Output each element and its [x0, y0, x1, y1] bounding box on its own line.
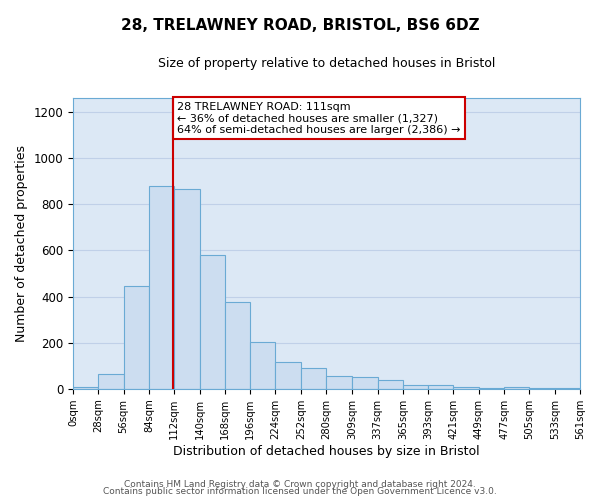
- Bar: [250, 342, 275, 389]
- Bar: [124, 286, 149, 389]
- Bar: [403, 384, 428, 389]
- Bar: [529, 388, 554, 389]
- Bar: [200, 255, 225, 389]
- Bar: [301, 368, 326, 389]
- Bar: [504, 387, 529, 389]
- Bar: [98, 374, 124, 389]
- Y-axis label: Number of detached properties: Number of detached properties: [15, 145, 28, 342]
- Bar: [428, 386, 454, 389]
- Text: Contains HM Land Registry data © Crown copyright and database right 2024.: Contains HM Land Registry data © Crown c…: [124, 480, 476, 489]
- Bar: [479, 388, 504, 389]
- Bar: [352, 378, 377, 389]
- Bar: [326, 376, 352, 389]
- Bar: [554, 388, 580, 389]
- Bar: [275, 362, 301, 389]
- Text: Contains public sector information licensed under the Open Government Licence v3: Contains public sector information licen…: [103, 487, 497, 496]
- Text: 28 TRELAWNEY ROAD: 111sqm
← 36% of detached houses are smaller (1,327)
64% of se: 28 TRELAWNEY ROAD: 111sqm ← 36% of detac…: [177, 102, 460, 134]
- Bar: [377, 380, 403, 389]
- Bar: [149, 186, 174, 389]
- Bar: [454, 387, 479, 389]
- X-axis label: Distribution of detached houses by size in Bristol: Distribution of detached houses by size …: [173, 444, 480, 458]
- Bar: [225, 302, 250, 389]
- Bar: [73, 386, 98, 389]
- Bar: [174, 189, 200, 389]
- Text: 28, TRELAWNEY ROAD, BRISTOL, BS6 6DZ: 28, TRELAWNEY ROAD, BRISTOL, BS6 6DZ: [121, 18, 479, 32]
- Title: Size of property relative to detached houses in Bristol: Size of property relative to detached ho…: [158, 58, 495, 70]
